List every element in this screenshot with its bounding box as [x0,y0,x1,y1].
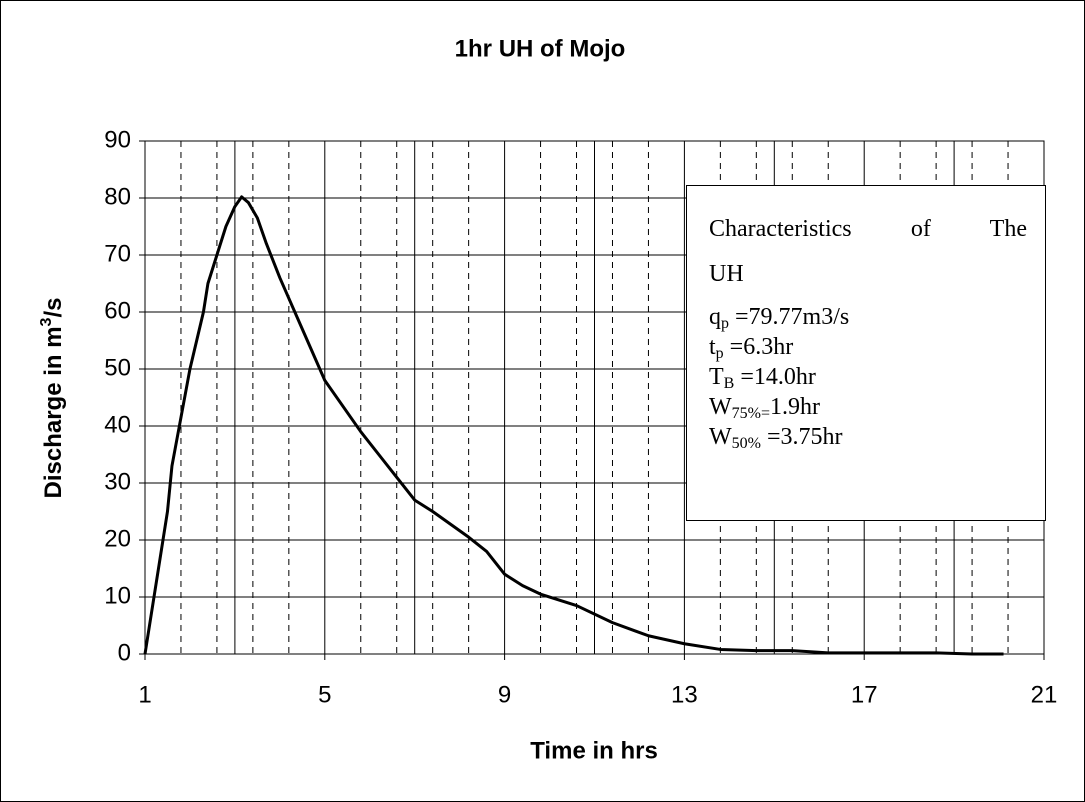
y-tick-label: 30 [104,468,131,495]
y-tick-label: 90 [104,126,131,153]
annotation-line: tp =6.3hr [709,332,1027,362]
x-tick-label: 21 [1031,681,1058,708]
y-tick-label: 40 [104,411,131,438]
line-series [143,195,1004,656]
annotation-text: t [709,334,716,360]
annotation-text: =14.0hr [734,364,816,390]
y-tick-label: 50 [104,354,131,381]
x-axis-label: Time in hrs [530,737,658,764]
x-tick-label: 1 [138,681,151,708]
y-tick-label: 80 [104,183,131,210]
y-label-part: /s [40,298,67,318]
y-axis-label: Discharge in m3/s [38,298,68,499]
y-tick-label: 20 [104,525,131,552]
x-tick-label: 9 [498,681,511,708]
annotation-line: TB =14.0hr [709,362,1027,392]
annotation-text: T [709,364,724,390]
annotation-text: =79.77m3/s [729,304,850,330]
annotation-text: 1.9hr [770,394,821,420]
y-label-sup: 3 [38,317,55,326]
x-tick-label: 13 [671,681,698,708]
x-tick-label: 17 [851,681,878,708]
annotation-text: W [709,424,732,450]
y-tick-label: 70 [104,240,131,267]
annotation-text: W [709,394,732,420]
y-tick-label: 0 [118,639,131,666]
annotation-text: =3.75hr [760,424,843,450]
annotation-sub: 75%= [731,405,771,422]
annotation-line: qp =79.77m3/s [709,302,1027,332]
annotation-box: Characteristics of The UH qp =79.77m3/s tp … [686,185,1046,521]
annotation-sub: 50% [731,435,761,452]
annotation-text: q [709,304,721,330]
annotation-sub: p [721,315,729,332]
chart-title: 1hr UH of Mojo [455,35,626,62]
annotation-sub: B [723,375,735,392]
y-tick-label: 60 [104,297,131,324]
annotation-text: =6.3hr [723,334,794,360]
x-tick-label: 5 [318,681,331,708]
annotation-sub: p [715,345,724,362]
annotation-line: Characteristics of The [709,216,1027,242]
annotation-line: W50% =3.75hr [709,422,1027,452]
annotation-line: W75%=1.9hr [709,392,1027,422]
y-label-part: Discharge in m [40,326,67,498]
annotation-line: UH [709,261,744,287]
y-tick-label: 10 [104,582,131,609]
